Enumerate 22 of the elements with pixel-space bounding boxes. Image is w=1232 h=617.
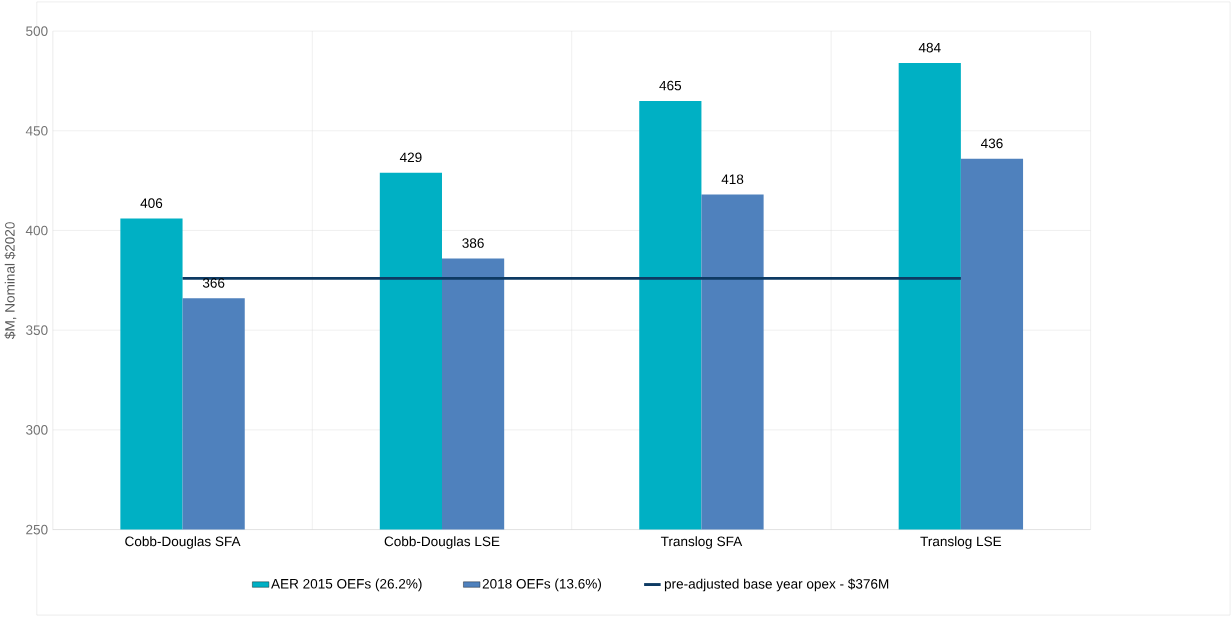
data-label: 406 [140,198,163,208]
legend-label: pre-adjusted base year opex - $376M [664,578,889,592]
y-tick-label: 450 [25,125,48,136]
data-label: 484 [918,42,941,53]
data-label: 418 [721,174,744,185]
y-tick-label: 250 [26,524,48,535]
y-tick-label: 500 [26,26,48,36]
data-label: 386 [462,238,484,248]
legend-label: 2018 OEFs (13.6%) [482,578,601,592]
data-label: 429 [399,152,422,163]
y-tick-label: 400 [25,225,48,236]
data-label: 366 [202,278,225,288]
y-tick-label: 300 [26,425,48,435]
y-tick-label: 350 [26,325,48,335]
x-tick-label: Cobb-Douglas LSE [384,536,500,549]
data-label: 436 [980,138,1003,149]
data-label: 465 [659,80,682,91]
y-axis-title: $M, Nominal $2020 [4,222,17,339]
x-tick-label: Translog SFA [660,536,743,549]
x-tick-label: Cobb-Douglas SFA [125,536,241,549]
x-tick-label: Translog LSE [920,536,1002,549]
legend-label: AER 2015 OEFs (26.2%) [271,578,422,592]
